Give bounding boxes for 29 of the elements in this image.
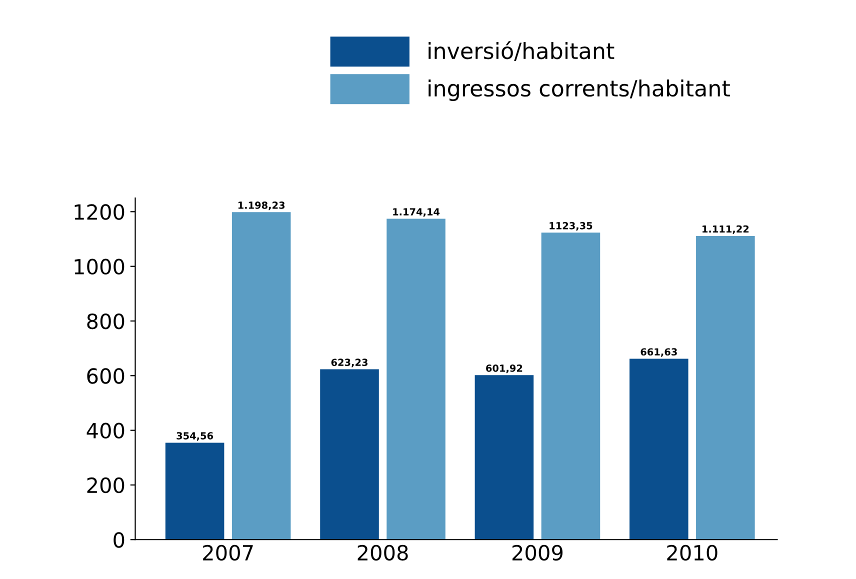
x-tick-label: 2010	[667, 544, 718, 561]
y-tick-label: 1000	[74, 258, 124, 275]
y-tick-label: 0	[114, 532, 124, 548]
x-tick-label: 2007	[203, 544, 253, 561]
data-label: 661,63	[640, 348, 677, 357]
y-tick-label: 1200	[74, 204, 124, 220]
bar	[386, 218, 446, 540]
bar	[232, 212, 291, 540]
y-tick-label: 600	[87, 368, 124, 384]
data-label: 623,23	[331, 358, 368, 368]
bar	[630, 358, 688, 540]
bar	[320, 369, 379, 540]
bar	[165, 442, 224, 540]
data-label: 601,92	[486, 364, 522, 374]
y-tick-label: 200	[87, 477, 124, 494]
data-label: 1.174,14	[393, 208, 440, 217]
y-tick-label: 800	[87, 313, 124, 330]
data-label: 354,56	[176, 432, 214, 441]
legend-label: ingressos corrents/habitant	[428, 79, 730, 101]
data-label: 1.111,22	[702, 225, 749, 234]
bar	[696, 236, 755, 540]
x-tick-label: 2008	[358, 544, 408, 561]
legend-label: inversió/habitant	[428, 41, 614, 61]
data-label: 1123,35	[550, 222, 592, 231]
bar	[541, 232, 600, 540]
y-tick-label: 400	[86, 422, 124, 439]
x-tick-label: 2009	[512, 544, 563, 561]
data-label: 1.198,23	[238, 202, 285, 210]
bar	[474, 375, 534, 540]
